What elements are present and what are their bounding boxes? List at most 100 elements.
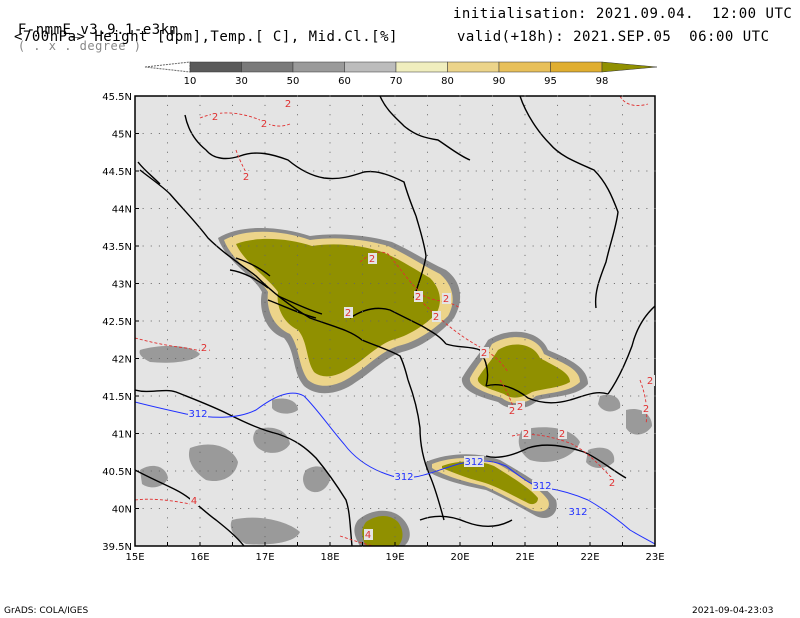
graticule-dot — [353, 395, 355, 397]
graticule-dot — [451, 245, 453, 247]
graticule-dot — [427, 508, 428, 509]
temp-contour-southwest — [135, 498, 191, 505]
graticule-dot — [175, 395, 177, 397]
graticule-dot — [410, 208, 412, 209]
graticule-dot — [557, 198, 558, 200]
graticule-dot — [264, 526, 266, 528]
graticule-dot — [297, 423, 298, 425]
lat-label: 40.5N — [102, 467, 132, 478]
graticule-dot — [264, 245, 266, 247]
cloud-patch-adriatic — [272, 398, 298, 414]
graticule-dot — [223, 433, 225, 434]
graticule-dot — [427, 423, 428, 425]
graticule-dot — [232, 292, 233, 294]
graticule-dot — [305, 433, 307, 434]
graticule-dot — [435, 170, 437, 172]
graticule-dot — [516, 358, 518, 359]
graticule-dot — [459, 292, 461, 294]
graticule-dot — [158, 358, 160, 359]
graticule-dot — [264, 536, 266, 538]
graticule-dot — [483, 395, 485, 397]
graticule-dot — [459, 104, 461, 106]
graticule-dot — [264, 423, 266, 425]
graticule-dot — [394, 292, 396, 294]
graticule-dot — [321, 508, 323, 509]
graticule-dot — [467, 470, 469, 472]
graticule-dot — [410, 245, 412, 247]
graticule-dot — [264, 461, 266, 463]
graticule-dot — [167, 236, 168, 238]
graticule-dot — [540, 395, 542, 397]
graticule-dot — [524, 114, 526, 116]
graticule-dot — [329, 470, 331, 472]
graticule-dot — [158, 208, 160, 209]
graticule-dot — [321, 358, 323, 359]
graticule-dot — [548, 208, 550, 209]
graticule-dot — [297, 479, 298, 481]
graticule-dot — [175, 133, 177, 134]
graticule-dot — [142, 433, 144, 434]
graticule-dot — [451, 508, 453, 509]
graticule-dot — [370, 170, 372, 172]
graticule-dot — [475, 395, 477, 397]
graticule-dot — [459, 386, 461, 388]
graticule-dot — [427, 470, 428, 472]
graticule-dot — [199, 161, 201, 163]
graticule-dot — [386, 133, 388, 134]
graticule-dot — [483, 133, 485, 134]
colorbar-swatch — [498, 61, 551, 73]
graticule-dot — [573, 170, 575, 172]
graticule-dot — [297, 358, 298, 359]
graticule-dot — [362, 161, 363, 163]
height-label-bg — [532, 480, 552, 491]
graticule-dot — [386, 508, 388, 509]
graticule-dot — [232, 264, 233, 266]
graticule-dot — [557, 236, 558, 238]
graticule-dot — [557, 329, 558, 331]
colorbar-label: 10 — [184, 76, 197, 87]
graticule-dot — [362, 526, 363, 528]
graticule-dot — [297, 404, 298, 406]
graticule-dot — [264, 329, 266, 331]
graticule-dot — [256, 358, 258, 359]
graticule-dot — [264, 479, 266, 481]
graticule-dot — [500, 170, 502, 172]
graticule-dot — [142, 508, 144, 509]
graticule-dot — [329, 254, 331, 256]
graticule-dot — [362, 358, 363, 359]
graticule-dot — [492, 301, 493, 303]
graticule-dot — [589, 292, 591, 294]
graticule-dot — [427, 198, 428, 200]
lat-label: 45N — [112, 130, 132, 141]
graticule-dot — [622, 517, 623, 519]
graticule-dot — [264, 386, 266, 388]
graticule-dot — [264, 179, 266, 181]
graticule-dot — [223, 395, 225, 397]
graticule-dot — [427, 358, 428, 359]
graticule-dot — [394, 283, 396, 284]
graticule-dot — [410, 133, 412, 134]
temp-contour-east — [639, 379, 648, 425]
graticule-dot — [492, 311, 493, 313]
graticule-dot — [573, 470, 575, 472]
graticule-dot — [483, 358, 485, 359]
graticule-dot — [451, 208, 453, 209]
graticule-dot — [459, 479, 461, 481]
graticule-dot — [362, 95, 363, 97]
graticule-dot — [191, 133, 193, 134]
graticule-dot — [589, 189, 591, 191]
graticule-dot — [313, 170, 315, 172]
graticule-dot — [167, 104, 168, 106]
graticule-dot — [297, 283, 298, 284]
graticule-dot — [589, 386, 591, 388]
graticule-dot — [622, 526, 623, 528]
graticule-dot — [370, 433, 372, 434]
graticule-dot — [175, 508, 177, 509]
graticule-dot — [207, 208, 209, 209]
graticule-dot — [280, 433, 282, 434]
graticule-dot — [248, 320, 250, 322]
graticule-dot — [353, 245, 355, 247]
graticule-dot — [362, 189, 363, 191]
colorbar-swatch — [447, 61, 500, 73]
graticule-dot — [557, 339, 558, 341]
